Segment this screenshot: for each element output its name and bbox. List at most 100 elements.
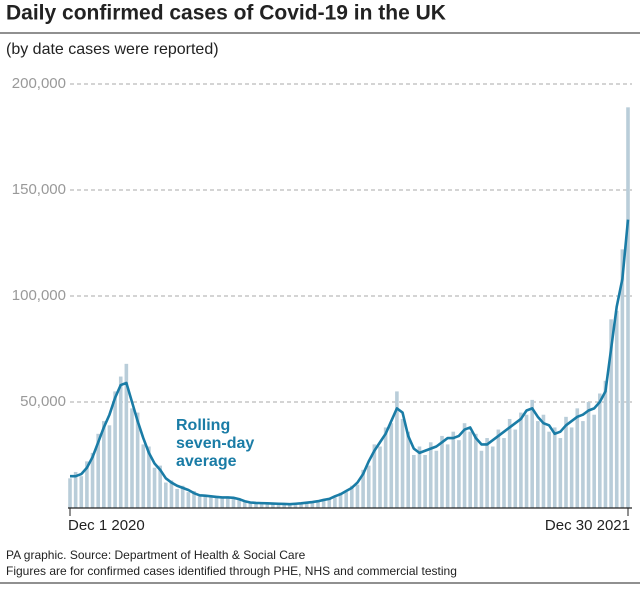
bar	[479, 450, 484, 508]
bar	[220, 498, 224, 508]
bar	[186, 492, 191, 508]
bar	[96, 433, 100, 508]
bar	[242, 502, 247, 508]
bar	[85, 461, 89, 508]
bar	[389, 423, 394, 508]
bar	[231, 499, 236, 508]
bar	[304, 502, 309, 508]
bar	[383, 427, 388, 508]
bar	[462, 423, 467, 508]
bar	[474, 433, 478, 508]
bar	[434, 450, 439, 508]
bar	[169, 480, 174, 508]
bar	[147, 446, 151, 508]
bar	[282, 503, 286, 508]
bar	[541, 414, 546, 508]
y-tick-label: 100,000	[12, 287, 66, 304]
bar	[406, 431, 410, 508]
y-tick-label: 150,000	[12, 181, 66, 198]
bar	[507, 418, 512, 508]
bar	[327, 497, 332, 508]
bar	[158, 465, 162, 508]
bar	[457, 440, 461, 508]
bar	[214, 495, 219, 508]
bar	[569, 427, 574, 508]
bar	[130, 408, 134, 508]
bar	[118, 376, 123, 508]
bar	[586, 402, 591, 508]
bar	[412, 455, 416, 508]
bar	[197, 496, 202, 508]
bar	[423, 455, 427, 508]
bar	[552, 427, 557, 508]
bar	[620, 249, 625, 509]
bar	[626, 107, 630, 508]
bar	[485, 438, 489, 508]
bar	[490, 446, 495, 508]
bar	[417, 446, 422, 508]
bar	[248, 501, 253, 508]
bar	[259, 502, 264, 508]
bar	[124, 363, 129, 508]
bar	[338, 492, 343, 508]
bar	[237, 498, 241, 508]
y-tick-label: 200,000	[12, 75, 66, 92]
annotation: average	[176, 453, 237, 470]
annotation: Rolling	[176, 417, 230, 434]
bar	[468, 431, 472, 508]
bar	[395, 391, 399, 508]
bar	[502, 438, 506, 508]
bar	[73, 471, 78, 508]
bar	[175, 488, 179, 508]
bar	[141, 444, 146, 508]
bar	[271, 502, 275, 508]
bar	[316, 500, 320, 508]
bar	[355, 484, 360, 508]
bar	[113, 391, 117, 508]
bar	[451, 431, 456, 508]
bar	[378, 446, 382, 508]
annotation: seven-day	[176, 435, 254, 452]
bar	[152, 467, 157, 508]
bar	[428, 442, 433, 508]
bar	[102, 421, 106, 508]
bar	[164, 482, 168, 508]
bar	[536, 421, 540, 508]
bar	[299, 503, 303, 508]
bar	[180, 485, 185, 508]
bar	[581, 421, 585, 508]
bar	[564, 416, 568, 508]
bar	[524, 414, 529, 508]
x-tick-label: Dec 1 2020	[68, 517, 145, 534]
note: Figures are for confirmed cases identifi…	[6, 564, 457, 578]
bar	[203, 494, 208, 508]
y-tick-label: 50,000	[20, 393, 66, 410]
bar	[598, 393, 602, 508]
x-tick-label: Dec 30 2021	[545, 517, 630, 534]
bar	[209, 497, 213, 508]
bar	[558, 438, 563, 508]
bar	[592, 414, 596, 508]
bar	[192, 491, 196, 508]
average-line	[70, 219, 630, 506]
bar	[135, 412, 140, 508]
bar	[361, 469, 365, 508]
bar	[333, 497, 337, 508]
bar	[310, 502, 315, 508]
bar	[530, 399, 534, 508]
bar	[603, 380, 608, 508]
bar	[321, 500, 326, 508]
bar	[254, 503, 258, 508]
bar	[350, 485, 354, 508]
source: PA graphic. Source: Department of Health…	[6, 548, 306, 562]
bar	[226, 496, 230, 508]
bar	[519, 412, 523, 508]
bar	[344, 492, 348, 508]
bar	[366, 465, 371, 508]
bar	[90, 452, 95, 508]
bar	[372, 444, 377, 508]
chart-title: Daily confirmed cases of Covid-19 in the…	[6, 2, 446, 25]
chart-subtitle: (by date cases were reported)	[6, 41, 219, 58]
bar	[293, 503, 298, 508]
